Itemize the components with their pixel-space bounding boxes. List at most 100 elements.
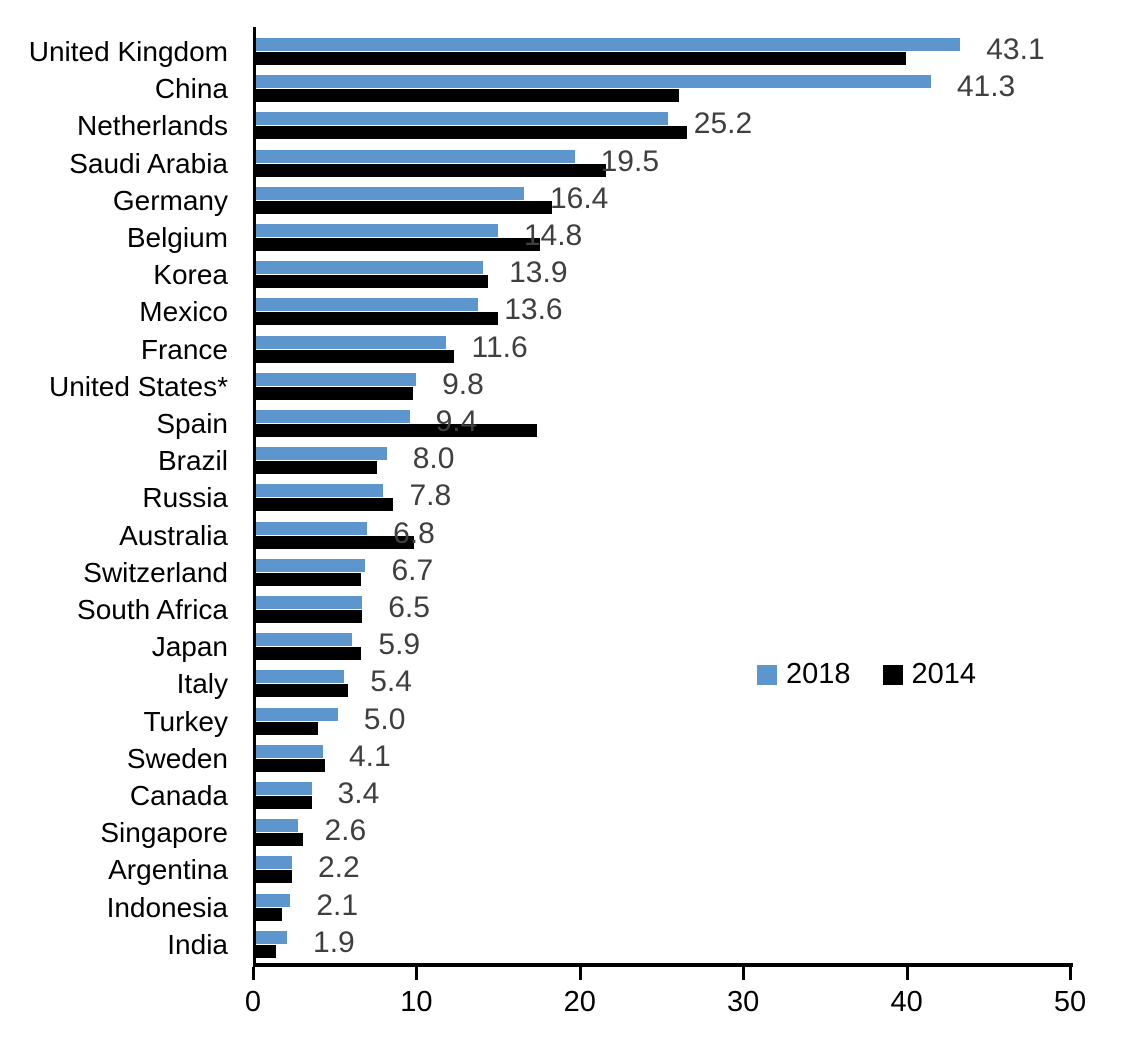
value-label: 9.4 bbox=[435, 405, 478, 438]
category-label: Brazil bbox=[157, 445, 228, 477]
bar-2018 bbox=[256, 38, 961, 51]
bar-2014 bbox=[256, 684, 348, 698]
category-label: Switzerland bbox=[83, 556, 228, 588]
legend-swatch-2014-icon bbox=[882, 664, 903, 685]
legend-swatch-2018-icon bbox=[757, 664, 777, 685]
bar-2018 bbox=[256, 484, 384, 498]
bar-2018 bbox=[256, 298, 479, 312]
bar-2014 bbox=[256, 758, 325, 772]
bar-2018 bbox=[256, 335, 446, 349]
bar-2018 bbox=[256, 930, 288, 944]
value-label: 11.6 bbox=[471, 330, 528, 364]
category-label: Argentina bbox=[108, 854, 228, 886]
category-label: Sweden bbox=[126, 742, 228, 774]
bar-2018 bbox=[256, 633, 353, 647]
bar-2018 bbox=[256, 372, 417, 386]
x-axis-tick-label: 0 bbox=[244, 986, 262, 1018]
bar-2014 bbox=[256, 796, 312, 809]
x-axis-tick bbox=[252, 967, 255, 980]
x-axis-tick bbox=[578, 967, 582, 980]
bar-2014 bbox=[256, 349, 454, 363]
bar-2018 bbox=[256, 521, 368, 535]
bar-2014 bbox=[256, 424, 538, 437]
category-label: Japan bbox=[151, 631, 228, 663]
value-label: 25.2 bbox=[693, 107, 753, 141]
category-label: Belgium bbox=[126, 222, 228, 253]
legend-label-2018: 2018 bbox=[786, 658, 851, 690]
value-label: 13.9 bbox=[509, 256, 568, 290]
x-axis-tick-label: 30 bbox=[727, 986, 760, 1018]
x-axis-tick bbox=[905, 967, 909, 980]
x-axis-tick-label: 10 bbox=[400, 986, 433, 1018]
value-label: 2.1 bbox=[316, 888, 359, 922]
bar-2014 bbox=[256, 944, 276, 958]
category-label: United Kingdom bbox=[28, 36, 228, 67]
bar-2018 bbox=[256, 224, 498, 237]
bar-2018 bbox=[256, 744, 323, 758]
bar-2014 bbox=[256, 275, 489, 289]
category-label: Indonesia bbox=[106, 891, 228, 923]
bar-2018 bbox=[256, 186, 524, 200]
category-label: Turkey bbox=[143, 705, 228, 737]
value-label: 2.6 bbox=[324, 814, 367, 848]
x-axis-tick-label: 20 bbox=[563, 986, 596, 1018]
bar-2014 bbox=[256, 312, 498, 326]
value-label: 1.9 bbox=[313, 925, 355, 959]
category-label: Canada bbox=[129, 780, 228, 811]
value-label: 19.5 bbox=[600, 144, 660, 178]
category-label: Germany bbox=[112, 184, 228, 216]
category-label: Korea bbox=[153, 259, 228, 291]
value-label: 2.2 bbox=[317, 851, 360, 885]
category-label: Spain bbox=[156, 408, 228, 439]
bar-2014 bbox=[256, 89, 680, 103]
bar-2014 bbox=[256, 126, 688, 140]
category-label: Italy bbox=[176, 668, 228, 700]
value-label: 3.4 bbox=[337, 777, 380, 810]
category-label: Australia bbox=[119, 519, 228, 551]
bar-2018 bbox=[256, 75, 931, 89]
category-label: South Africa bbox=[77, 594, 228, 625]
value-label: 14.8 bbox=[523, 219, 583, 252]
value-label: 6.7 bbox=[391, 553, 434, 587]
category-label: United States* bbox=[49, 370, 228, 402]
value-label: 13.6 bbox=[504, 293, 563, 327]
value-label: 5.4 bbox=[370, 665, 412, 699]
bar-2014 bbox=[256, 200, 552, 214]
bar-2018 bbox=[256, 670, 345, 684]
x-axis-tick-label: 50 bbox=[1053, 986, 1087, 1018]
bar-2014 bbox=[256, 386, 413, 400]
y-axis-line bbox=[253, 27, 256, 966]
value-label: 5.0 bbox=[363, 702, 406, 736]
value-label: 16.4 bbox=[549, 181, 609, 215]
bar-2014 bbox=[256, 721, 319, 735]
bar-2014 bbox=[256, 572, 361, 586]
category-label: China bbox=[154, 73, 228, 105]
category-label: Singapore bbox=[100, 817, 228, 849]
x-axis-line bbox=[253, 963, 1073, 967]
category-label: Netherlands bbox=[77, 110, 228, 142]
x-axis-tick bbox=[1069, 967, 1072, 980]
bar-2014 bbox=[256, 610, 363, 623]
value-label: 43.1 bbox=[986, 33, 1045, 66]
legend-entry-2014: 2014 bbox=[882, 658, 977, 691]
value-label: 6.8 bbox=[393, 516, 435, 550]
bar-2014 bbox=[256, 535, 415, 549]
value-label: 41.3 bbox=[956, 70, 1016, 104]
category-label: Mexico bbox=[139, 296, 228, 328]
legend-label-2014: 2014 bbox=[911, 658, 977, 690]
x-axis-tick bbox=[742, 967, 746, 980]
bar-2014 bbox=[256, 238, 541, 251]
bar-2014 bbox=[256, 870, 292, 884]
value-label: 6.5 bbox=[388, 591, 430, 624]
bar-2018 bbox=[256, 819, 299, 833]
legend: 2018 2014 bbox=[757, 658, 976, 691]
value-label: 9.8 bbox=[442, 367, 484, 401]
bar-2018 bbox=[256, 112, 668, 126]
bar-2014 bbox=[256, 498, 394, 512]
category-label: India bbox=[167, 928, 228, 960]
bar-2014 bbox=[256, 907, 283, 921]
bar-2018 bbox=[256, 893, 291, 907]
bar-2018 bbox=[256, 410, 410, 423]
bar-2014 bbox=[256, 163, 606, 177]
